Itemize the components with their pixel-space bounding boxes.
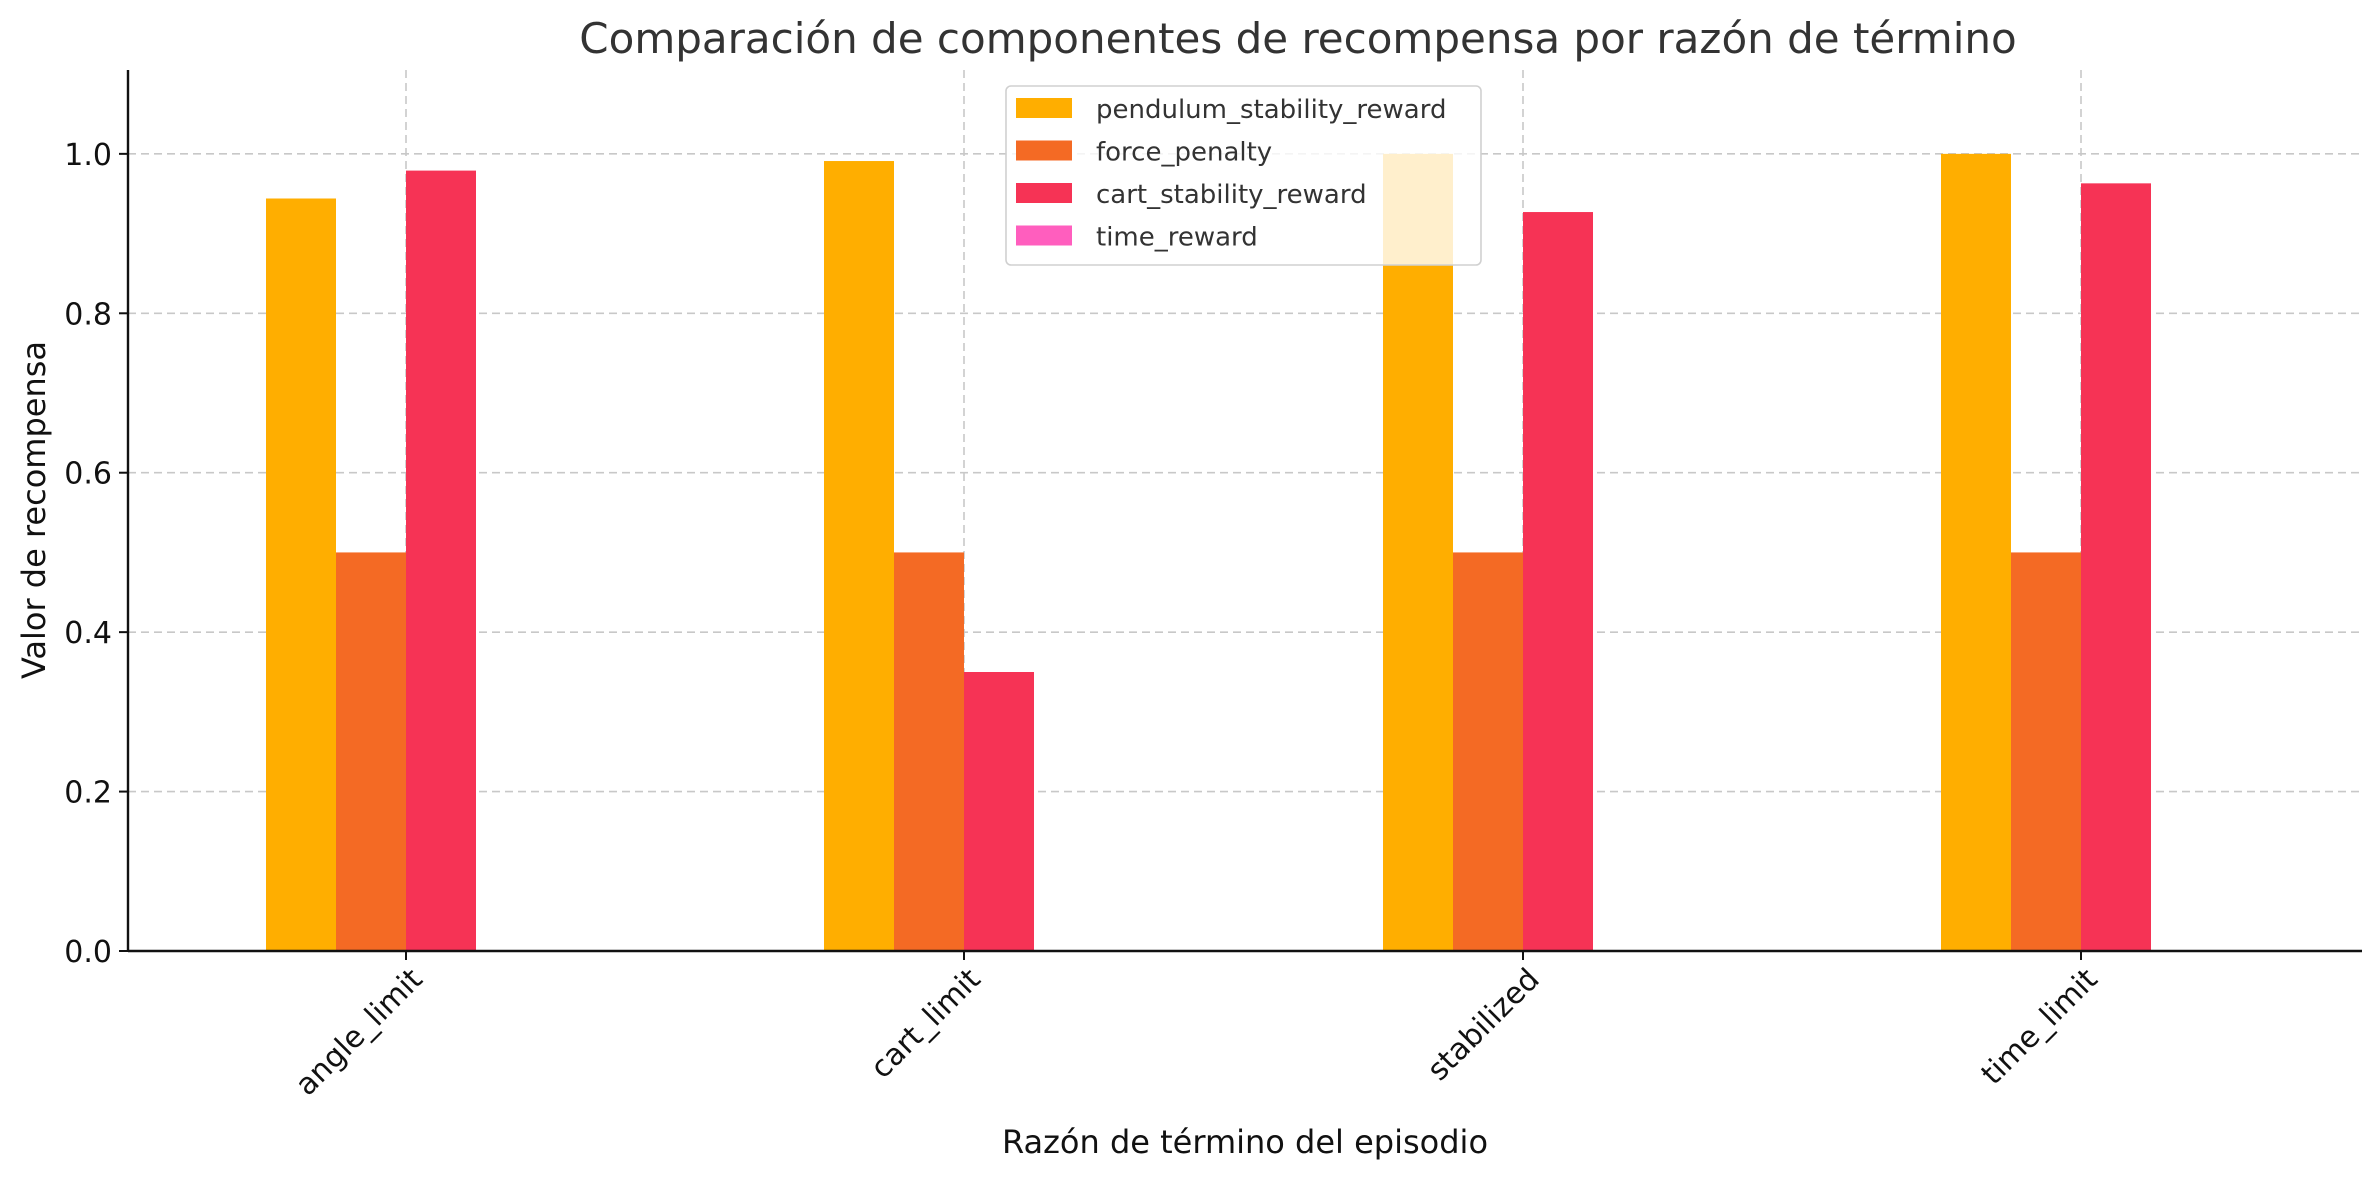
x-tick-label: time_limit bbox=[1975, 962, 2105, 1092]
bar bbox=[1941, 153, 2011, 951]
legend-swatch bbox=[1016, 98, 1072, 118]
bar bbox=[2081, 183, 2151, 951]
bar bbox=[894, 552, 964, 951]
legend-swatch bbox=[1016, 225, 1072, 246]
y-tick-label: 0.0 bbox=[64, 935, 112, 970]
legend-swatch bbox=[1016, 183, 1072, 203]
y-tick-label: 0.4 bbox=[64, 616, 112, 651]
bar bbox=[406, 170, 476, 951]
legend: pendulum_stability_reward force_penaltyca… bbox=[1005, 85, 1482, 266]
y-axis-label: Valor de recompensa bbox=[15, 341, 53, 679]
x-axis-label: Razón de término del episodio bbox=[1002, 1123, 1488, 1161]
x-tick-label: stabilized bbox=[1421, 962, 1547, 1088]
bars bbox=[266, 153, 2151, 952]
legend-swatch bbox=[1016, 140, 1072, 161]
bar bbox=[1523, 212, 1593, 951]
y-tick-label: 1.0 bbox=[64, 138, 112, 173]
legend-label: force_penalty bbox=[1096, 138, 1272, 168]
legend-label: pendulum_stability_reward bbox=[1096, 95, 1446, 125]
bar bbox=[336, 552, 406, 951]
legend-label: time_reward bbox=[1096, 223, 1258, 253]
chart-title: Comparación de componentes de recompensa… bbox=[579, 14, 2016, 63]
bar bbox=[824, 161, 894, 951]
legend-frame bbox=[1005, 85, 1482, 266]
y-tick-label: 0.8 bbox=[64, 297, 112, 332]
y-tick-label: 0.2 bbox=[64, 776, 112, 811]
y-tick-label: 0.6 bbox=[64, 457, 112, 492]
x-tick-label: cart_limit bbox=[864, 962, 988, 1086]
x-tick-label: angle_limit bbox=[289, 962, 430, 1103]
bar bbox=[964, 672, 1034, 951]
bar bbox=[1383, 153, 1453, 951]
bar bbox=[2011, 552, 2081, 951]
bar bbox=[266, 198, 336, 952]
legend-label: cart_stability_reward bbox=[1096, 180, 1367, 210]
bar bbox=[1453, 552, 1523, 951]
